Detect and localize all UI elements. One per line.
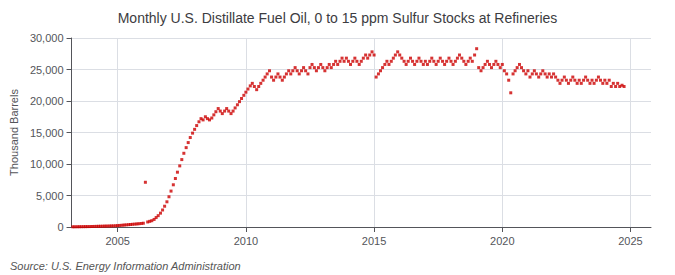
svg-text:2005: 2005	[105, 235, 129, 247]
svg-text:2015: 2015	[362, 235, 386, 247]
svg-text:Thousand Barrels: Thousand Barrels	[8, 89, 20, 176]
svg-text:20,000: 20,000	[30, 95, 64, 107]
svg-text:5,000: 5,000	[36, 190, 64, 202]
svg-text:30,000: 30,000	[30, 32, 64, 44]
svg-text:Source: U.S. Energy Informatio: Source: U.S. Energy Information Administ…	[10, 260, 241, 272]
svg-text:Monthly U.S. Distillate Fuel O: Monthly U.S. Distillate Fuel Oil, 0 to 1…	[118, 10, 558, 26]
svg-text:2010: 2010	[234, 235, 258, 247]
svg-text:10,000: 10,000	[30, 158, 64, 170]
svg-text:2025: 2025	[618, 235, 642, 247]
svg-text:2020: 2020	[490, 235, 514, 247]
svg-text:25,000: 25,000	[30, 64, 64, 76]
svg-text:0: 0	[57, 221, 63, 233]
svg-text:15,000: 15,000	[30, 127, 64, 139]
